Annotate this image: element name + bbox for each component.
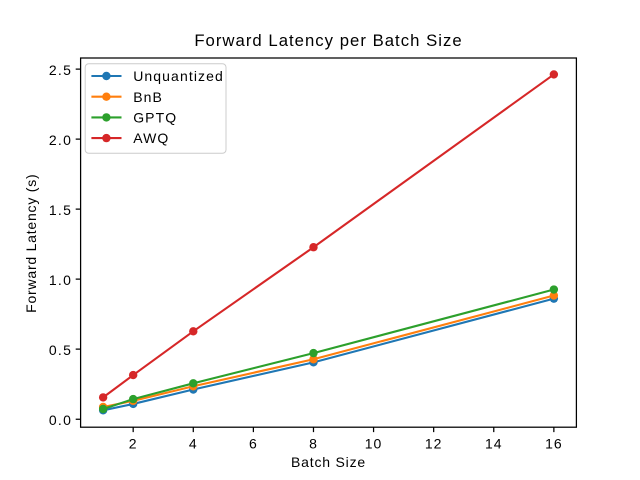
svg-text:2.0: 2.0 bbox=[49, 132, 72, 148]
svg-text:1.0: 1.0 bbox=[49, 272, 72, 288]
svg-text:Batch Size: Batch Size bbox=[291, 454, 366, 470]
svg-text:BnB: BnB bbox=[133, 89, 163, 105]
svg-text:0.5: 0.5 bbox=[49, 342, 72, 358]
svg-text:16: 16 bbox=[545, 435, 563, 451]
svg-text:6: 6 bbox=[249, 435, 258, 451]
svg-text:AWQ: AWQ bbox=[133, 130, 169, 146]
svg-text:4: 4 bbox=[189, 435, 198, 451]
svg-text:0.0: 0.0 bbox=[49, 412, 72, 428]
svg-text:2.5: 2.5 bbox=[49, 62, 72, 78]
svg-text:14: 14 bbox=[485, 435, 503, 451]
svg-text:GPTQ: GPTQ bbox=[133, 110, 177, 126]
svg-text:Forward Latency per Batch Size: Forward Latency per Batch Size bbox=[194, 31, 462, 50]
svg-text:10: 10 bbox=[365, 435, 383, 451]
svg-text:12: 12 bbox=[425, 435, 443, 451]
svg-text:2: 2 bbox=[129, 435, 138, 451]
svg-text:8: 8 bbox=[309, 435, 318, 451]
svg-text:Unquantized: Unquantized bbox=[133, 68, 224, 84]
svg-text:Forward Latency (s): Forward Latency (s) bbox=[23, 174, 39, 313]
svg-text:1.5: 1.5 bbox=[49, 202, 72, 218]
